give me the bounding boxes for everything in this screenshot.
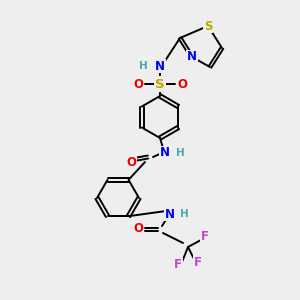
Text: N: N — [165, 208, 175, 220]
Text: H: H — [180, 209, 188, 219]
Text: F: F — [174, 259, 182, 272]
Text: N: N — [155, 59, 165, 73]
Text: O: O — [133, 223, 143, 236]
Text: F: F — [201, 230, 209, 244]
Text: N: N — [187, 50, 197, 64]
Text: H: H — [139, 61, 147, 71]
Text: O: O — [126, 155, 136, 169]
Text: H: H — [176, 148, 184, 158]
Text: S: S — [204, 20, 212, 32]
Text: O: O — [133, 77, 143, 91]
Text: O: O — [177, 77, 187, 91]
Text: N: N — [160, 146, 170, 160]
Text: F: F — [194, 256, 202, 268]
Text: S: S — [155, 77, 165, 91]
